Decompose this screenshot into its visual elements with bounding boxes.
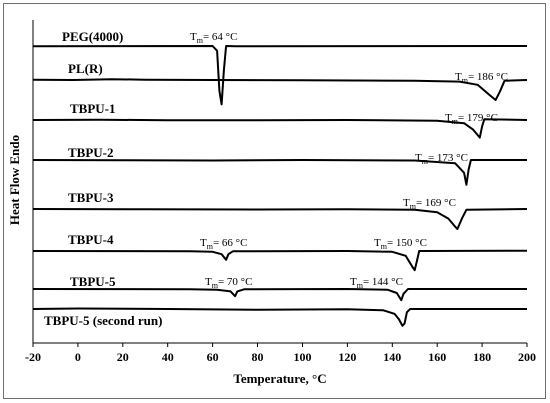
x-tick-label: 60 [207,350,219,364]
x-ticks: -20 0 20 40 60 80 100 120 140 160 180 200 [25,343,536,364]
series-name-label: PL(R) [68,61,103,76]
x-tick-label: -20 [25,350,41,364]
tm-annotation: Tm= 150 °C [374,237,427,251]
chart-frame [3,3,546,399]
series-labels: PEG(4000) Tm= 64 °C PL(R) Tm= 186 °C TBPU-1 T… [44,29,508,328]
series-name-label: TBPU-3 [68,190,114,205]
y-axis-title: Heat Flow Endo [7,135,22,225]
x-tick-label: 120 [338,350,356,364]
x-tick-label: 40 [162,350,174,364]
x-tick-label: 20 [117,350,129,364]
tm-annotation: Tm= 179 °C [445,112,498,126]
tm-annotation: Tm= 66 °C [200,237,247,251]
series-name-label: TBPU-4 [68,232,114,247]
tm-annotation: Tm= 144 °C [350,276,403,290]
x-tick-label: 200 [518,350,536,364]
series-curve [32,208,528,230]
tm-annotation: Tm= 64 °C [190,31,237,45]
series-curve [32,118,528,139]
x-tick-label: 160 [428,350,446,364]
x-tick-label: 140 [383,350,401,364]
series-name-label: TBPU-5 (second run) [44,313,162,328]
x-tick-label: 180 [473,350,491,364]
series-name-label: PEG(4000) [62,29,123,44]
tm-annotation: Tm= 173 °C [415,152,468,166]
series-curve [32,288,527,302]
x-tick-label: 100 [294,350,312,364]
tm-annotation: Tm= 70 °C [205,276,252,290]
series-name-label: TBPU-1 [70,101,116,116]
series-curve [32,159,527,186]
x-axis [32,20,527,344]
series-curve [32,78,528,101]
series-name-label: TBPU-2 [68,145,114,160]
x-tick-label: 80 [252,350,264,364]
series-curve [32,307,527,327]
series-name-label: TBPU-5 [70,274,116,289]
x-axis-title: Temperature, °C [233,371,326,386]
x-tick-label: 0 [75,350,81,364]
series-curve [32,249,528,272]
tm-annotation: Tm= 186 °C [455,71,508,85]
curves-group [32,45,528,327]
tm-annotation: Tm= 169 °C [403,197,456,211]
series-curve [32,45,528,106]
